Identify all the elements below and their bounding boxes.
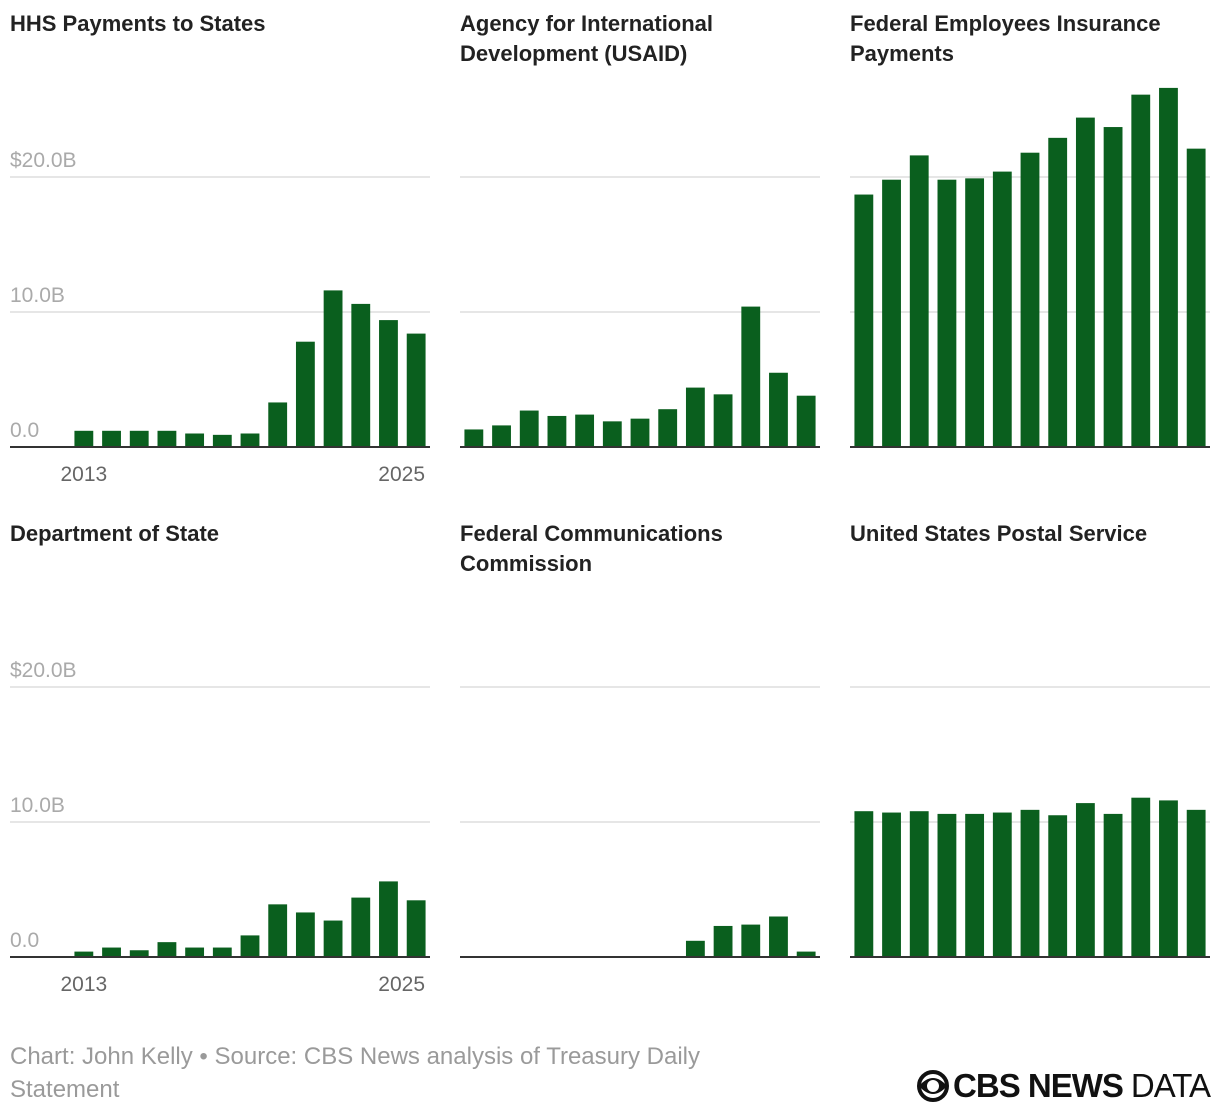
bar bbox=[1075, 117, 1095, 447]
bar bbox=[1020, 809, 1040, 957]
bar bbox=[240, 433, 260, 447]
bar bbox=[713, 394, 733, 447]
bar bbox=[965, 813, 985, 957]
bar bbox=[102, 947, 121, 957]
bar bbox=[323, 920, 343, 957]
y-tick-label: 10.0B bbox=[10, 284, 65, 307]
bar bbox=[129, 430, 149, 447]
bar bbox=[268, 402, 288, 447]
bar bbox=[379, 881, 398, 957]
bar bbox=[965, 178, 985, 447]
bar bbox=[379, 320, 398, 447]
logo-eye bbox=[917, 1070, 950, 1102]
bar bbox=[658, 409, 678, 447]
bar bbox=[295, 341, 315, 447]
x-tick-label: 2013 bbox=[60, 463, 107, 486]
chart: 0.0 10.0B $20.0B 2013 2025 0.0 10.0B $20.0B 2013… bbox=[10, 87, 1210, 996]
logo: CBS NEWS DATA bbox=[917, 1066, 1211, 1106]
x-tick-label: 2025 bbox=[378, 463, 425, 486]
bar bbox=[547, 415, 567, 447]
bar bbox=[1131, 94, 1151, 448]
y-tick-label: 10.0B bbox=[10, 794, 65, 817]
bar bbox=[769, 372, 788, 447]
bar bbox=[1103, 813, 1123, 957]
bar bbox=[992, 812, 1012, 957]
bar bbox=[351, 897, 371, 957]
bar bbox=[185, 947, 205, 957]
bar bbox=[1186, 809, 1206, 957]
bar bbox=[575, 414, 595, 447]
bar bbox=[630, 418, 650, 447]
bar bbox=[602, 421, 622, 447]
y-tick-label: $20.0B bbox=[10, 659, 77, 682]
panel-title: Department of State bbox=[10, 521, 220, 546]
bar bbox=[1020, 152, 1040, 447]
bar bbox=[129, 950, 149, 957]
logo-suffix: DATA bbox=[1130, 1067, 1211, 1104]
bar bbox=[464, 429, 484, 447]
panel-title: Federal Employees Insurance Payments bbox=[850, 11, 1161, 66]
bar bbox=[769, 916, 788, 957]
bar bbox=[1159, 800, 1178, 957]
bar bbox=[1075, 803, 1095, 957]
bar bbox=[882, 812, 901, 957]
bar bbox=[212, 947, 232, 957]
y-tick-label: $20.0B bbox=[10, 149, 77, 172]
bar bbox=[685, 940, 705, 957]
bar bbox=[1048, 815, 1068, 957]
bar bbox=[519, 410, 539, 447]
bar bbox=[240, 935, 260, 957]
bar bbox=[1103, 127, 1123, 448]
bar bbox=[741, 924, 761, 957]
bar bbox=[854, 194, 874, 447]
panel-title: Agency for International Development (US… bbox=[460, 11, 714, 66]
logo-brand: CBS NEWS bbox=[953, 1067, 1124, 1104]
bar bbox=[909, 155, 929, 447]
bar bbox=[74, 951, 94, 957]
bar bbox=[212, 434, 232, 447]
bar bbox=[854, 811, 874, 957]
bar bbox=[492, 425, 511, 447]
bar bbox=[713, 925, 733, 957]
panel-title: HHS Payments to States bbox=[10, 11, 266, 36]
bar bbox=[1048, 137, 1068, 447]
bar bbox=[102, 430, 121, 447]
bar bbox=[268, 904, 288, 957]
bar bbox=[796, 395, 816, 447]
y-tick-label: 0.0 bbox=[10, 929, 39, 952]
bar bbox=[1131, 797, 1151, 957]
bar bbox=[741, 306, 761, 447]
bar bbox=[1159, 87, 1178, 448]
bar bbox=[937, 813, 957, 957]
bar bbox=[74, 430, 94, 447]
bar bbox=[323, 290, 343, 447]
bar bbox=[1186, 148, 1206, 447]
panel-title: Federal Communications Commission bbox=[460, 521, 723, 576]
bar bbox=[351, 303, 371, 447]
x-tick-label: 2013 bbox=[60, 973, 107, 996]
bar bbox=[882, 179, 901, 447]
bar bbox=[796, 951, 816, 957]
bar bbox=[909, 811, 929, 957]
bar bbox=[157, 430, 177, 447]
bar bbox=[295, 912, 315, 957]
bar bbox=[992, 171, 1012, 447]
bar bbox=[406, 333, 426, 447]
bar bbox=[406, 900, 426, 957]
bar bbox=[185, 433, 205, 447]
credit: Chart: John Kelly • Source: CBS News ana… bbox=[10, 1043, 700, 1103]
bar bbox=[157, 942, 177, 957]
panel-title: United States Postal Service bbox=[850, 521, 1148, 546]
x-tick-label: 2025 bbox=[378, 973, 425, 996]
y-tick-label: 0.0 bbox=[10, 419, 39, 442]
bar bbox=[685, 387, 705, 447]
bar bbox=[937, 179, 957, 447]
